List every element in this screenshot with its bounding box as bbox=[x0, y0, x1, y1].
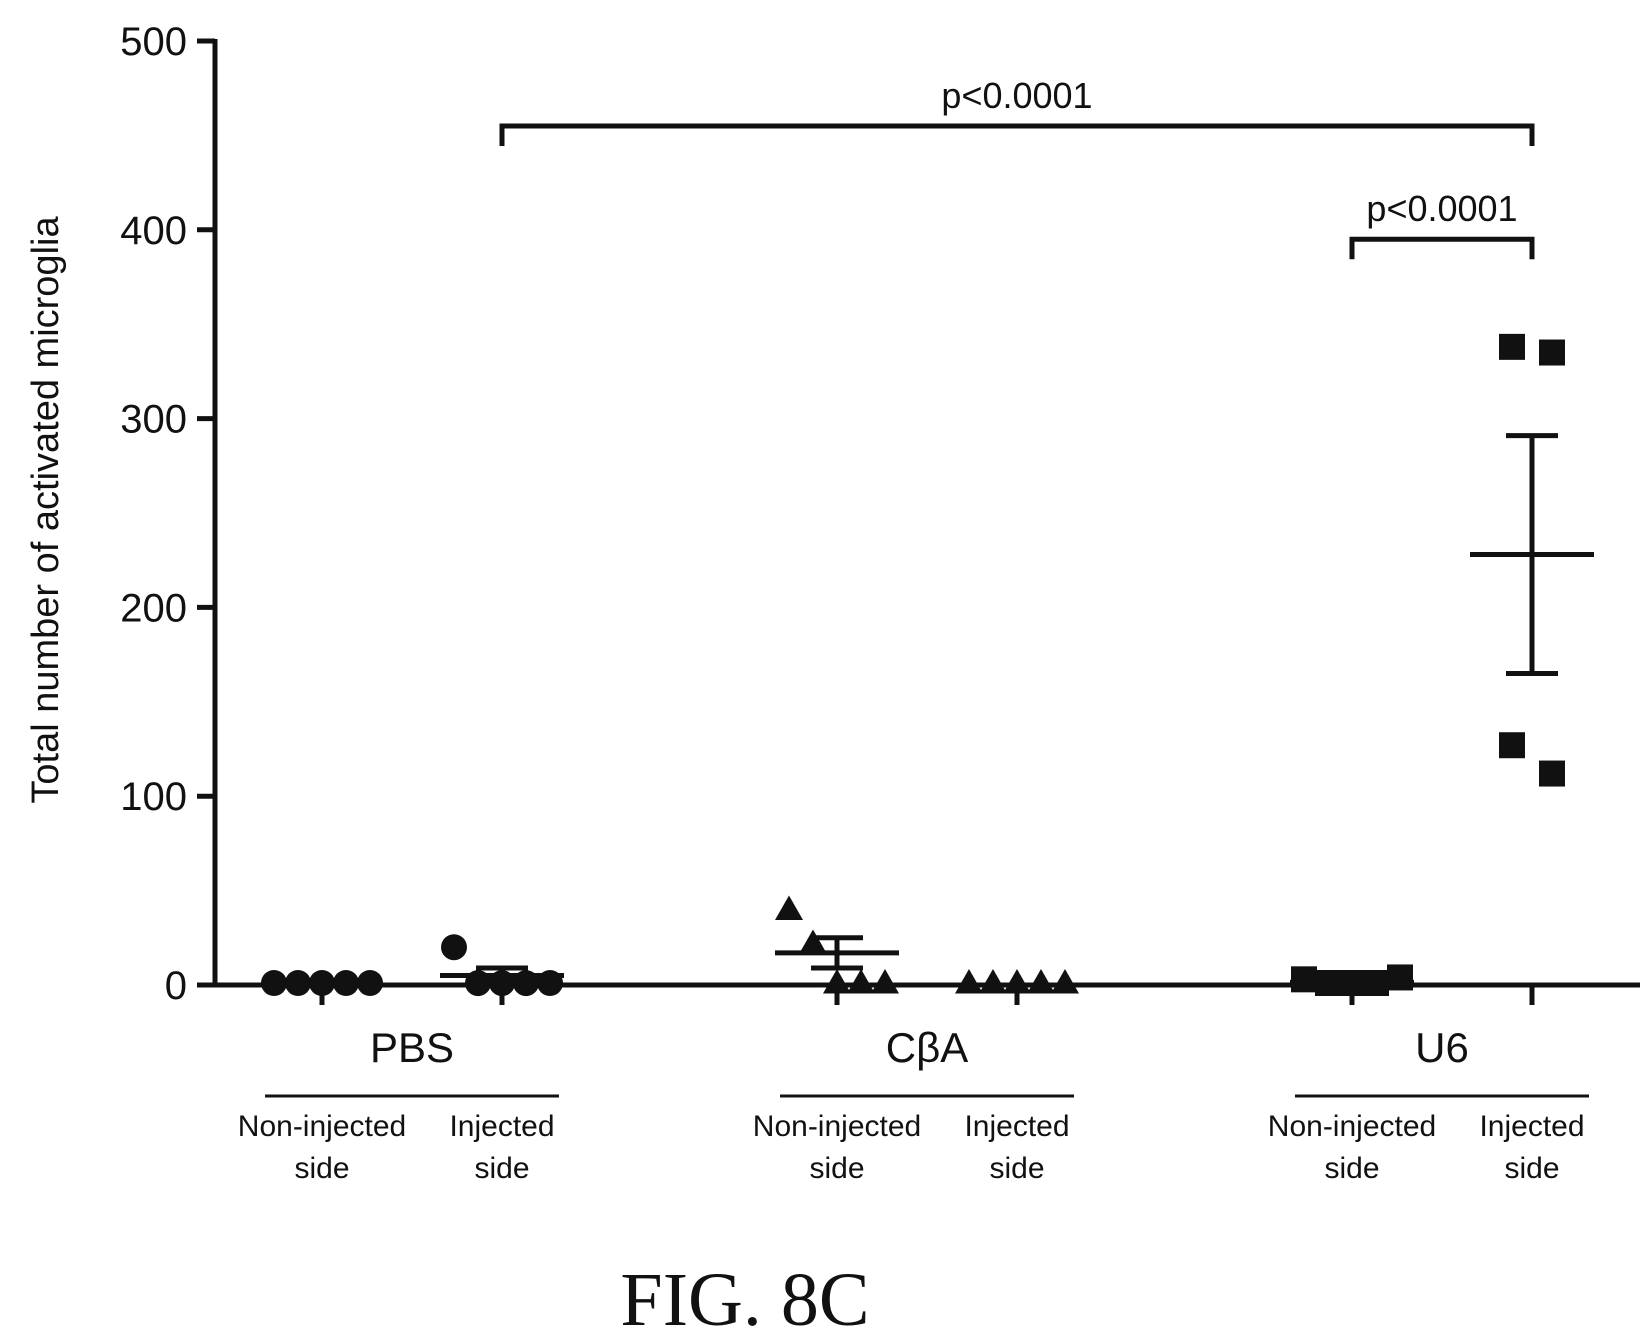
y-tick-label: 300 bbox=[120, 398, 187, 442]
data-point bbox=[513, 970, 539, 997]
condition-label-line1: Injected bbox=[449, 1110, 554, 1143]
y-ticks: 0 100 200 300 400 500 bbox=[120, 20, 215, 1008]
condition-label-line1: Non-injected bbox=[753, 1110, 921, 1143]
data-point bbox=[333, 970, 359, 996]
data-point bbox=[1387, 964, 1413, 991]
group-labels: Non-injected side Injected side PBS Non-injec… bbox=[238, 1024, 1589, 1185]
condition-label-line1: Non-injected bbox=[238, 1110, 406, 1143]
y-tick-label: 100 bbox=[120, 775, 187, 819]
group-label: CβA bbox=[886, 1024, 969, 1071]
significance-bracket bbox=[1349, 236, 1535, 260]
data-point bbox=[871, 969, 899, 994]
condition-label-line2: side bbox=[474, 1152, 529, 1185]
data-point bbox=[309, 970, 335, 996]
significance-brackets: p<0.0001 p<0.0001 bbox=[499, 75, 1535, 260]
group-label: U6 bbox=[1415, 1024, 1469, 1071]
figure-label: FIG. 8C bbox=[620, 1258, 869, 1338]
group-label: PBS bbox=[370, 1024, 454, 1071]
p-value-label: p<0.0001 bbox=[941, 75, 1092, 116]
data-point bbox=[955, 969, 983, 994]
data-point bbox=[1499, 333, 1525, 360]
condition-label-line2: side bbox=[809, 1152, 864, 1185]
condition-label-line2: side bbox=[1324, 1152, 1379, 1185]
data-point bbox=[799, 929, 827, 954]
condition-label-line2: side bbox=[1504, 1152, 1559, 1185]
error-bars bbox=[260, 433, 1594, 988]
data-point bbox=[1363, 970, 1389, 996]
data-points bbox=[261, 333, 1565, 997]
data-point bbox=[261, 970, 287, 996]
data-point bbox=[823, 969, 851, 994]
data-point bbox=[979, 969, 1007, 994]
y-tick-label: 400 bbox=[120, 209, 187, 253]
data-point bbox=[285, 970, 311, 996]
condition-label-line1: Non-injected bbox=[1268, 1110, 1436, 1143]
data-point bbox=[847, 969, 875, 994]
y-axis-label: Total number of activated microglia bbox=[25, 216, 67, 804]
p-value-label: p<0.0001 bbox=[1366, 188, 1517, 229]
condition-label-line2: side bbox=[294, 1152, 349, 1185]
data-point bbox=[1291, 966, 1317, 993]
data-point bbox=[465, 970, 491, 997]
data-point bbox=[1499, 732, 1525, 759]
condition-label-line1: Injected bbox=[964, 1110, 1069, 1143]
data-point bbox=[1339, 970, 1365, 996]
y-tick-label: 0 bbox=[165, 964, 187, 1008]
data-point bbox=[441, 934, 467, 961]
condition-label-line2: side bbox=[989, 1152, 1044, 1185]
significance-bracket bbox=[499, 123, 1535, 146]
data-point bbox=[1051, 969, 1079, 994]
data-point bbox=[1539, 760, 1565, 787]
data-point bbox=[1003, 969, 1031, 994]
data-point bbox=[1539, 339, 1565, 366]
data-point bbox=[537, 970, 563, 996]
data-point bbox=[775, 895, 803, 920]
data-point bbox=[357, 970, 383, 996]
condition-label-line1: Injected bbox=[1479, 1110, 1584, 1143]
data-point bbox=[1027, 969, 1055, 994]
data-point bbox=[489, 970, 515, 997]
axes bbox=[212, 39, 1640, 1005]
y-tick-label: 500 bbox=[120, 20, 187, 64]
data-point bbox=[1315, 970, 1341, 996]
y-tick-label: 200 bbox=[120, 586, 187, 630]
